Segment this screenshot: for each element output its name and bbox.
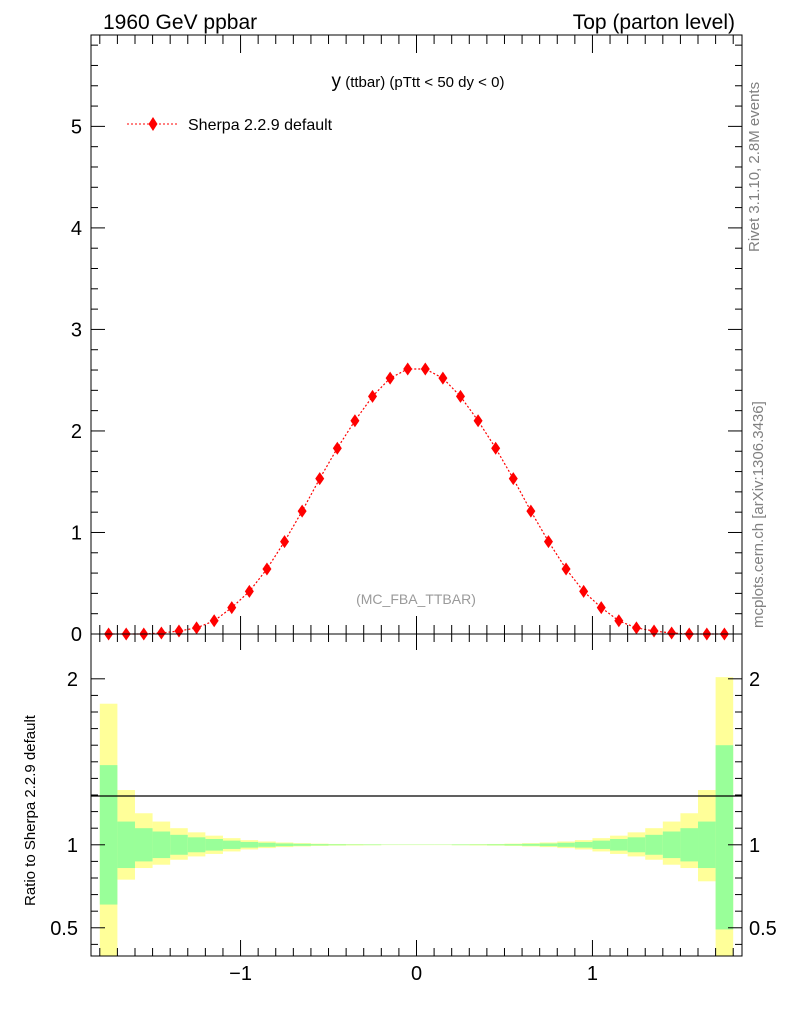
ratio-bands xyxy=(99,677,734,956)
inner-band-bin xyxy=(152,831,171,859)
inner-band-bin xyxy=(293,843,311,846)
x-tick-label: −1 xyxy=(229,963,252,985)
data-point xyxy=(526,504,536,518)
data-point xyxy=(614,614,624,628)
inner-band-bin xyxy=(187,837,206,853)
y-tick-label: 5 xyxy=(71,116,82,138)
legend-label: Sherpa 2.2.9 default xyxy=(188,117,333,134)
data-point xyxy=(438,371,448,385)
data-point xyxy=(280,535,290,549)
data-point xyxy=(631,621,641,635)
y-tick-label: 3 xyxy=(71,319,82,341)
ratio-y-tick-label: 2 xyxy=(749,669,760,691)
inner-band-bin xyxy=(645,834,663,855)
inner-band-bin xyxy=(205,838,223,851)
legend: Sherpa 2.2.9 default xyxy=(127,117,333,134)
ratio-frame xyxy=(90,633,743,957)
data-point xyxy=(561,562,571,576)
data-point xyxy=(174,624,184,638)
ratio-plot: 0.5 0.5 1 1 2 2 −1 0 1 Ratio to Sherpa 2.2.9 def… xyxy=(22,633,777,985)
ratio-axis-ticks: 0.5 0.5 1 1 2 2 −1 0 1 xyxy=(50,634,777,985)
data-point xyxy=(508,472,518,486)
data-point xyxy=(156,626,166,640)
inner-band-bin xyxy=(698,821,716,869)
data-point xyxy=(579,584,589,598)
data-point xyxy=(227,601,237,615)
ratio-y-tick-label: 1 xyxy=(67,835,78,857)
data-point xyxy=(209,614,219,628)
data-point xyxy=(403,362,413,376)
inner-band-bin xyxy=(627,837,646,853)
data-point xyxy=(455,389,465,403)
data-point xyxy=(332,441,342,455)
data-point xyxy=(420,362,430,376)
ratio-y-tick-label: 1 xyxy=(749,835,760,857)
inner-band-bin xyxy=(258,842,276,847)
inner-band-bin xyxy=(574,841,593,848)
ratio-y-tick-label: 0.5 xyxy=(749,918,777,940)
data-point xyxy=(667,626,677,640)
inner-band-bin xyxy=(557,842,575,847)
data-point xyxy=(297,504,307,518)
data-point xyxy=(473,414,483,428)
inner-band-bin xyxy=(240,841,259,848)
data-point xyxy=(491,441,501,455)
rivet-label: Rivet 3.1.10, 2.8M events xyxy=(746,82,763,252)
legend-marker xyxy=(148,117,158,131)
header-right: Top (parton level) xyxy=(573,11,735,34)
inner-band-bin xyxy=(99,765,118,905)
inner-band-bin xyxy=(539,843,558,847)
inner-band-bin xyxy=(117,821,135,869)
y-tick-label: 4 xyxy=(71,218,82,240)
inner-band-bin xyxy=(134,828,153,862)
inner-band-bin xyxy=(346,844,364,846)
x-tick-label: 0 xyxy=(411,963,422,985)
series-markers xyxy=(104,362,729,641)
inner-band-bin xyxy=(170,834,188,855)
inner-band-bin xyxy=(451,844,470,846)
data-point xyxy=(596,601,606,615)
data-point xyxy=(649,624,659,638)
y-tick-label: 2 xyxy=(71,421,82,443)
plot-title-main: y xyxy=(332,71,342,92)
inner-band-bin xyxy=(504,844,523,846)
data-point xyxy=(244,584,254,598)
ratio-y-tick-label: 0.5 xyxy=(50,918,78,940)
inner-band-bin xyxy=(469,844,487,846)
data-point xyxy=(368,389,378,403)
inner-band-bin xyxy=(310,844,329,846)
analysis-watermark: (MC_FBA_TTBAR) xyxy=(356,591,476,607)
main-axis-ticks: 0 1 2 3 4 5 xyxy=(71,35,742,646)
data-point xyxy=(262,562,272,576)
ratio-y-axis-label: Ratio to Sherpa 2.2.9 default xyxy=(22,714,39,906)
inner-band-bin xyxy=(680,828,699,862)
data-point xyxy=(385,371,395,385)
inner-band-bin xyxy=(363,844,382,846)
inner-band-bin xyxy=(486,844,505,846)
y-tick-label: 0 xyxy=(71,624,82,646)
main-plot: 0 1 2 3 4 5 y (ttbar) (pTtt < 50 dy < 0) Sher… xyxy=(71,34,743,646)
data-point xyxy=(192,621,202,635)
inner-band-bin xyxy=(328,844,347,846)
inner-band-bin xyxy=(222,840,241,849)
ratio-y-tick-label: 2 xyxy=(67,669,78,691)
plot-title: y (ttbar) (pTtt < 50 dy < 0) xyxy=(332,71,505,92)
data-point xyxy=(543,535,553,549)
plot-title-detail: (ttbar) (pTtt < 50 dy < 0) xyxy=(341,74,504,91)
inner-band-bin xyxy=(610,838,628,851)
inner-band-bin xyxy=(715,745,734,930)
data-point xyxy=(315,472,325,486)
inner-band-bin xyxy=(662,831,681,859)
mcplots-label: mcplots.cern.ch [arXiv:1306.3436] xyxy=(750,401,767,628)
x-tick-label: 1 xyxy=(587,963,598,985)
header-left: 1960 GeV ppbar xyxy=(103,11,257,34)
inner-band-bin xyxy=(275,843,294,847)
y-tick-label: 1 xyxy=(71,522,82,544)
inner-band-bin xyxy=(522,843,540,846)
data-point xyxy=(350,414,360,428)
inner-band-bin xyxy=(592,840,611,849)
